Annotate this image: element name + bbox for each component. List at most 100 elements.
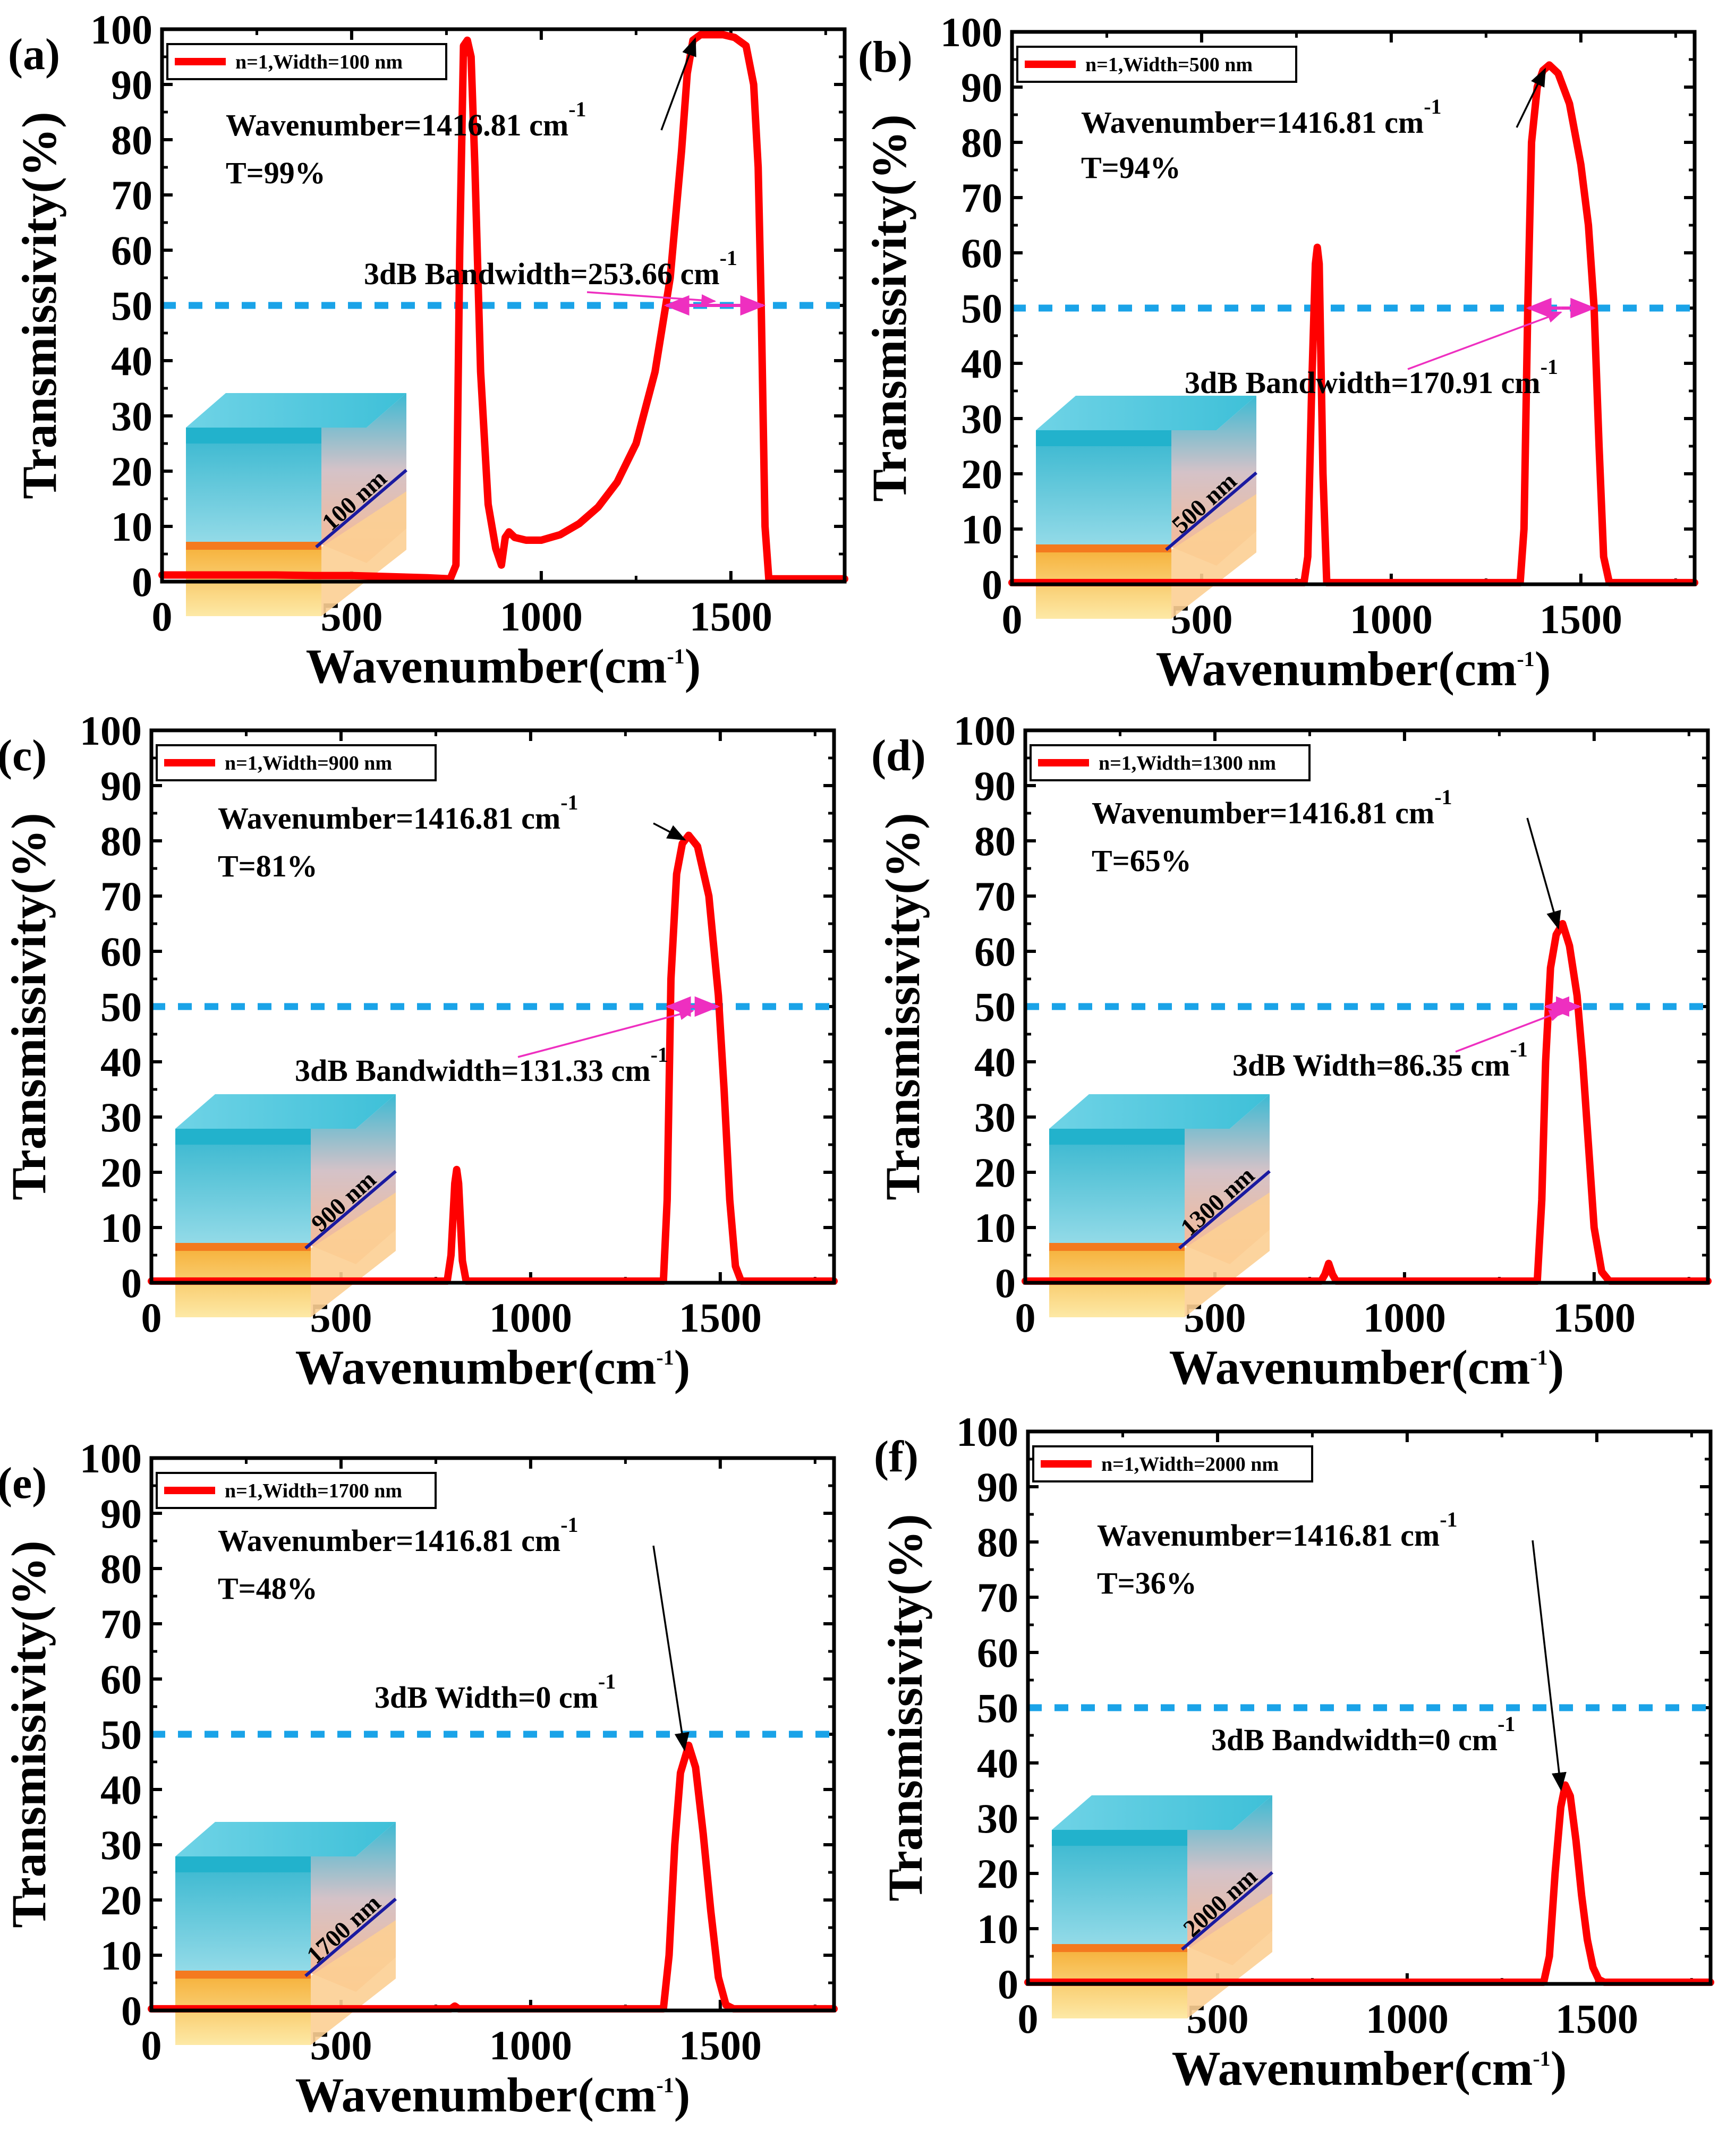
data-point <box>1587 1939 1588 1940</box>
y-tick-label: 30 <box>974 1094 1016 1140</box>
y-tick-label: 50 <box>961 285 1002 331</box>
data-point <box>1555 934 1557 935</box>
inset-metal-layer <box>175 1971 311 1979</box>
annotation-peak: Wavenumber=1416.81 cm-1 <box>218 790 579 836</box>
data-point <box>199 574 201 576</box>
x-axis-label-end: ) <box>1551 2041 1567 2095</box>
legend-label: n=1,Width=900 nm <box>225 752 392 774</box>
data-point <box>1593 308 1595 309</box>
y-tick-label: 70 <box>100 873 142 919</box>
annotation-peak: Wavenumber=1416.81 cm-1 <box>1081 95 1442 140</box>
inset-front-film-shade <box>1049 1139 1185 1246</box>
data-point <box>1554 1873 1556 1874</box>
data-point <box>525 540 527 541</box>
plot-frame <box>149 1456 836 2013</box>
annotation-transmissivity: T=48% <box>218 1571 318 1606</box>
data-point <box>1322 473 1324 474</box>
legend-label: n=1,Width=1300 nm <box>1099 752 1276 774</box>
y-tick-label: 20 <box>111 448 152 495</box>
data-point <box>686 73 688 74</box>
x-tick-label: 0 <box>1015 1294 1036 1341</box>
legend-label: n=1,Width=500 nm <box>1085 54 1253 76</box>
data-point <box>758 167 759 168</box>
y-tick-label: 20 <box>100 1877 142 1923</box>
bandwidth-pointer <box>1455 1010 1564 1053</box>
data-point <box>1576 995 1578 996</box>
y-axis-label: Transmissivity(%) <box>2 813 56 1200</box>
inset-top-face <box>175 1094 396 1129</box>
data-point <box>458 1182 460 1184</box>
annotation-peak-sup: -1 <box>1440 1507 1457 1531</box>
data-point <box>1569 103 1570 105</box>
data-point <box>1324 1274 1325 1275</box>
data-point <box>1569 945 1570 947</box>
data-point <box>1531 142 1532 143</box>
annotation-transmissivity: T=65% <box>1092 843 1192 878</box>
x-axis-label-sup: -1 <box>1530 1345 1547 1369</box>
annotation-bandwidth: 3dB Bandwidth=131.33 cm-1 <box>295 1043 668 1088</box>
data-point <box>674 1844 676 1845</box>
annotation-peak-main: Wavenumber=1416.81 cm <box>1097 1518 1440 1553</box>
x-axis-label: Wavenumber(cm-1) <box>1169 1340 1564 1394</box>
data-point <box>1582 1061 1584 1062</box>
data-point <box>1598 446 1600 447</box>
legend-label: n=1,Width=100 nm <box>235 51 403 73</box>
x-tick-label: 1500 <box>690 593 772 640</box>
y-tick-label: 20 <box>100 1149 142 1196</box>
data-point <box>456 1169 457 1170</box>
x-axis-label: Wavenumber(cm-1) <box>306 639 701 693</box>
data-point <box>495 548 497 549</box>
y-tick-label: 90 <box>111 62 152 108</box>
data-point <box>718 1976 719 1978</box>
x-tick-label: 0 <box>141 1294 162 1341</box>
y-tick-label: 50 <box>974 984 1016 1030</box>
peak-arrow <box>1532 1540 1567 1792</box>
data-point <box>1311 390 1312 391</box>
y-tick-label: 50 <box>111 283 152 329</box>
inset-front-strip <box>175 1129 311 1145</box>
y-tick-label: 100 <box>954 708 1016 754</box>
data-point <box>1560 1806 1561 1808</box>
y-tick-label: 70 <box>961 175 1002 221</box>
y-tick-label: 100 <box>80 708 142 754</box>
data-point <box>654 371 656 372</box>
annotation-bandwidth-sup: -1 <box>598 1669 616 1693</box>
data-point <box>1592 1966 1594 1968</box>
data-point <box>474 167 475 168</box>
data-point <box>449 578 451 580</box>
x-axis-label-sup: -1 <box>656 2073 674 2097</box>
y-tick-label: 20 <box>974 1149 1016 1196</box>
x-tick-label: 1000 <box>1363 1294 1446 1341</box>
y-tick-label: 90 <box>974 763 1016 809</box>
data-point <box>1580 164 1581 165</box>
x-axis-label-end: ) <box>1535 642 1551 696</box>
peak-arrow <box>653 822 686 841</box>
annotation-bandwidth-main: 3dB Bandwidth=253.66 cm <box>364 257 720 291</box>
y-tick-label: 10 <box>100 1205 142 1251</box>
y-tick-label: 80 <box>974 818 1016 864</box>
y-tick-label: 60 <box>100 1656 142 1702</box>
data-point <box>313 575 314 576</box>
data-point <box>463 45 464 47</box>
data-point <box>500 564 502 566</box>
data-point <box>668 1955 670 1956</box>
data-point <box>1593 1227 1595 1228</box>
x-tick-label: 0 <box>141 2022 162 2068</box>
data-point <box>1328 1263 1330 1264</box>
annotation-peak-sup: -1 <box>1424 95 1441 118</box>
annotation-bandwidth-main: 3dB Width=0 cm <box>375 1680 598 1715</box>
data-point <box>514 536 515 538</box>
x-tick-label: 1000 <box>489 1294 572 1341</box>
inset-substrate-side <box>1187 1894 1272 2018</box>
y-tick-label: 10 <box>100 1932 142 1979</box>
data-point <box>237 574 239 576</box>
y-axis-label: Transmissivity(%) <box>12 112 66 499</box>
annotation-peak: Wavenumber=1416.81 cm-1 <box>1092 785 1452 830</box>
y-tick-label: 100 <box>940 9 1002 55</box>
x-tick-label: 1500 <box>679 2022 762 2068</box>
annotation-bandwidth-sup: -1 <box>651 1043 668 1067</box>
inset-top-face <box>175 1822 396 1856</box>
data-point <box>1549 64 1550 66</box>
